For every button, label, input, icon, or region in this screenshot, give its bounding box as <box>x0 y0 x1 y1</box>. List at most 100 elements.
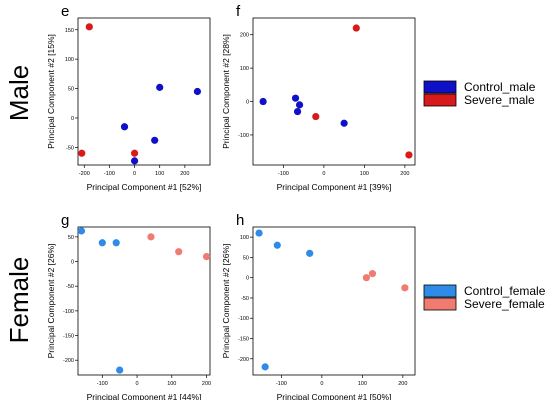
x-tick-label: 0 <box>133 171 136 177</box>
x-axis-label: Principal Component #1 [50%] <box>277 392 392 400</box>
data-point <box>156 83 164 91</box>
data-point <box>405 151 413 159</box>
x-tick-label: 100 <box>358 381 367 387</box>
legend-female: Control_female Severe_female <box>423 284 546 311</box>
y-tick-label: -50 <box>66 284 74 290</box>
data-point <box>151 136 159 144</box>
y-tick-label: -150 <box>63 334 74 340</box>
panel-f: f -100 0 100 200 -100 0 100 200 Principal Compone… <box>221 3 416 192</box>
data-point <box>193 87 202 96</box>
y-tick-label: -150 <box>238 337 249 343</box>
y-tick-label: -100 <box>63 309 74 315</box>
panel-e: e -200 -100 0 100 200 -50 0 50 100 150 Principal Co… <box>46 3 211 192</box>
data-point <box>202 253 211 261</box>
y-tick-label: 0 <box>71 260 74 266</box>
x-tick-label: -100 <box>276 381 287 387</box>
y-tick-label: 50 <box>68 235 74 241</box>
data-point <box>78 149 86 157</box>
panel-g: g -100 0 100 200 -200 -150 -100 -50 0 50 Principal … <box>46 212 211 400</box>
data-point <box>130 157 139 165</box>
x-tick-label: 100 <box>155 171 164 177</box>
data-point <box>98 239 106 247</box>
data-point <box>293 107 302 116</box>
y-tick-label: -100 <box>238 133 249 139</box>
data-point <box>120 123 129 131</box>
y-tick-label: 50 <box>68 87 74 93</box>
data-point <box>255 229 263 237</box>
legend-swatch-severe-female <box>423 297 457 311</box>
data-point <box>306 249 314 257</box>
panel-letter: f <box>236 3 241 20</box>
y-tick-label: -200 <box>238 357 249 363</box>
x-tick-label: 100 <box>360 171 369 177</box>
y-tick-label: 0 <box>246 276 249 282</box>
y-tick-label: -50 <box>66 145 74 151</box>
x-tick-label: 200 <box>180 171 189 177</box>
data-point <box>175 248 183 256</box>
legend-swatch-control-female <box>423 284 457 298</box>
panel-letter: e <box>61 3 69 20</box>
data-point <box>147 233 155 241</box>
y-axis-label: Principal Component #2 [26%] <box>221 244 231 359</box>
legend-male: Control_male Severe_male <box>423 80 536 107</box>
y-axis-label: Principal Component #2 [28%] <box>221 34 231 149</box>
x-tick-label: 200 <box>398 381 407 387</box>
data-point <box>85 23 93 31</box>
x-axis-label: Principal Component #1 [52%] <box>87 182 202 192</box>
data-point <box>295 101 304 109</box>
panel-letter: h <box>236 212 244 229</box>
legend-swatch-severe-male <box>423 93 457 107</box>
data-point <box>340 119 348 127</box>
y-tick-label: 200 <box>240 33 249 39</box>
x-tick-label: 200 <box>202 381 211 387</box>
y-tick-label: 100 <box>240 66 249 72</box>
panel-letter: g <box>61 212 69 229</box>
data-point <box>312 112 320 121</box>
x-tick-label: -100 <box>278 171 289 177</box>
plot-frame <box>77 226 211 376</box>
panel-h: h -100 0 100 200 -200 -150 -100 -50 0 50 100 Princip… <box>221 212 416 400</box>
data-point <box>273 241 281 249</box>
row-label-female: Female <box>4 257 34 344</box>
x-axis-label: Principal Component #1 [44%] <box>87 392 202 400</box>
y-tick-label: -200 <box>63 358 74 364</box>
x-tick-label: -200 <box>79 171 90 177</box>
data-point <box>261 363 269 371</box>
data-point <box>259 97 267 106</box>
y-tick-label: -100 <box>238 316 249 322</box>
data-point <box>362 274 370 282</box>
y-tick-label: 50 <box>243 255 249 261</box>
data-point <box>116 366 124 374</box>
legend-label-severe-male: Severe_male <box>464 93 535 107</box>
x-axis-label: Principal Component #1 [39%] <box>277 182 392 192</box>
y-tick-label: 100 <box>65 57 74 63</box>
legend-swatch-control-male <box>423 80 457 94</box>
x-tick-label: -100 <box>97 381 108 387</box>
row-label-male: Male <box>4 65 34 121</box>
plot-frame <box>252 17 416 166</box>
y-tick-label: 100 <box>240 235 249 241</box>
x-tick-label: -100 <box>104 171 115 177</box>
legend-label-control-male: Control_male <box>464 80 536 94</box>
x-tick-label: 0 <box>322 171 325 177</box>
data-point <box>77 227 86 235</box>
y-tick-label: 0 <box>71 116 74 122</box>
x-tick-label: 0 <box>320 381 323 387</box>
data-point <box>130 149 139 157</box>
y-tick-label: 150 <box>65 28 74 34</box>
plot-frame <box>252 226 416 376</box>
y-tick-label: 0 <box>246 100 249 106</box>
data-point <box>112 239 120 247</box>
y-axis-label: Principal Component #2 [15%] <box>46 34 56 149</box>
x-tick-label: 0 <box>136 381 139 387</box>
data-point <box>401 284 409 292</box>
data-point <box>368 270 377 278</box>
plot-frame <box>77 17 211 166</box>
x-tick-label: 100 <box>167 381 176 387</box>
data-point <box>291 94 300 102</box>
x-tick-label: 200 <box>400 171 409 177</box>
y-tick-label: -50 <box>241 296 249 302</box>
legend-label-control-female: Control_female <box>464 284 546 298</box>
legend-label-severe-female: Severe_female <box>464 297 545 311</box>
